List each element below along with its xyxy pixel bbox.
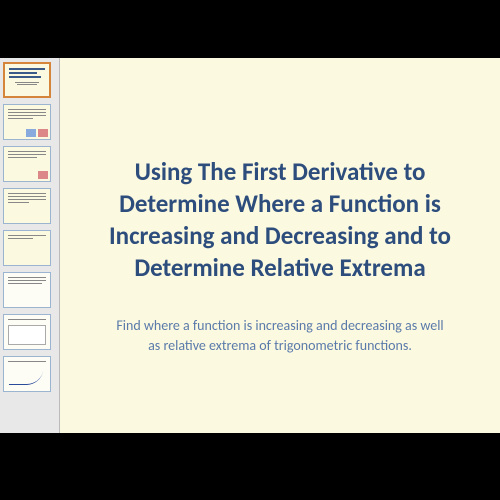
main-slide: Using The First Derivative to Determine … (60, 58, 500, 433)
thumbnail-slide-2[interactable] (3, 104, 51, 140)
presentation-viewport: Using The First Derivative to Determine … (0, 58, 500, 433)
thumbnail-slide-5[interactable] (3, 230, 51, 266)
thumbnail-slide-1[interactable] (3, 62, 51, 98)
thumbnail-slide-8[interactable] (3, 356, 51, 392)
thumbnail-slide-3[interactable] (3, 146, 51, 182)
slide-thumbnails-panel[interactable] (0, 58, 60, 433)
thumbnail-slide-6[interactable] (3, 272, 51, 308)
thumbnail-slide-7[interactable] (3, 314, 51, 350)
slide-subtitle: Find where a function is increasing and … (88, 316, 472, 355)
thumbnail-slide-4[interactable] (3, 188, 51, 224)
slide-title: Using The First Derivative to Determine … (88, 156, 472, 284)
